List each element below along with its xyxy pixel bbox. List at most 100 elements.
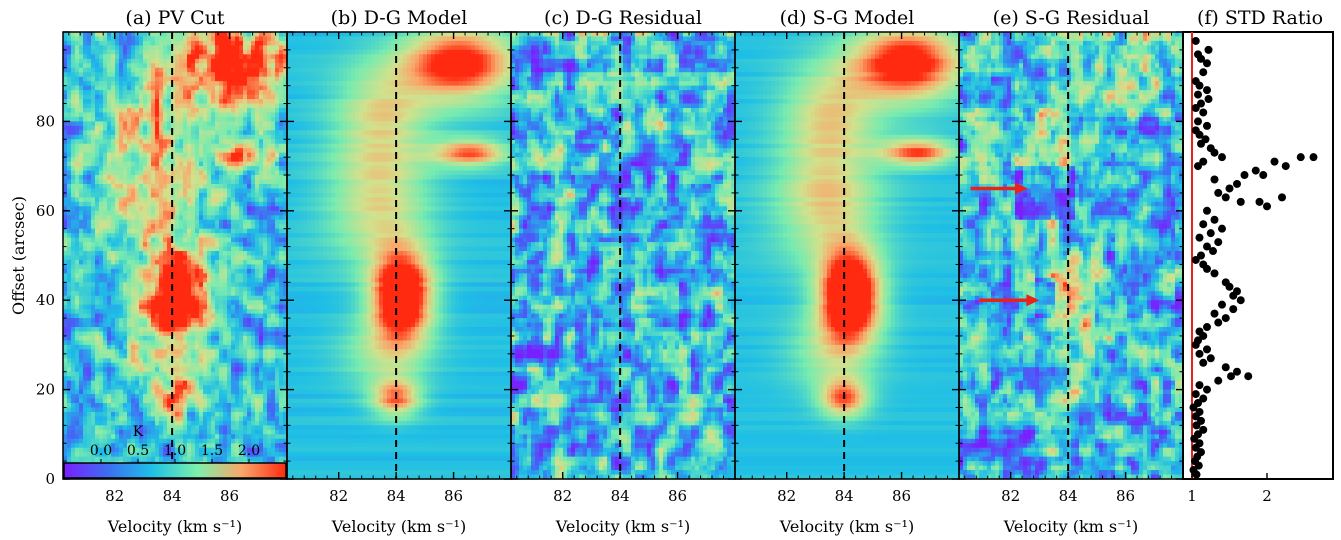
heatmap-cell xyxy=(203,36,208,42)
heatmap-cell xyxy=(83,112,88,118)
heatmap-cell xyxy=(259,300,264,306)
heatmap-cell xyxy=(195,67,200,73)
heatmap-cell xyxy=(107,99,112,105)
heatmap-cell xyxy=(283,371,288,377)
heatmap-cell xyxy=(91,322,96,328)
heatmap-cell xyxy=(283,161,288,167)
heatmap-cell xyxy=(267,335,272,342)
heatmap-cell xyxy=(99,116,104,122)
heatmap-cell xyxy=(187,304,192,310)
heatmap-cell xyxy=(263,67,268,73)
heatmap-cell xyxy=(247,197,252,203)
heatmap-cell xyxy=(167,237,172,243)
heatmap-cell xyxy=(271,206,276,212)
heatmap-cell xyxy=(179,94,184,100)
heatmap-cell xyxy=(203,125,208,131)
heatmap-cell xyxy=(191,300,196,306)
heatmap-cell xyxy=(267,425,272,431)
heatmap-cell xyxy=(79,362,84,368)
heatmap-cell xyxy=(211,327,216,333)
heatmap-cell xyxy=(167,313,172,319)
heatmap-cell xyxy=(263,76,268,82)
heatmap-cell xyxy=(211,251,216,257)
heatmap-cell xyxy=(95,259,100,266)
heatmap-cell xyxy=(151,179,156,185)
heatmap-cell xyxy=(247,121,252,127)
heatmap-cell xyxy=(151,90,156,96)
heatmap-cell xyxy=(235,398,240,404)
heatmap-cell xyxy=(195,407,200,413)
heatmap-cell xyxy=(195,170,200,176)
heatmap-cell xyxy=(131,318,136,324)
heatmap-cell xyxy=(131,125,136,131)
heatmap-cell xyxy=(139,358,144,364)
heatmap-cell xyxy=(151,367,156,373)
heatmap-cell xyxy=(99,389,104,395)
heatmap-cell xyxy=(243,268,248,274)
heatmap-cell xyxy=(123,416,128,422)
heatmap-cell xyxy=(87,385,92,391)
heatmap-cell xyxy=(135,385,140,391)
heatmap-cell xyxy=(67,331,72,337)
heatmap-cell xyxy=(187,197,192,203)
heatmap-cell xyxy=(71,125,76,131)
heatmap-cell xyxy=(279,353,284,359)
heatmap-cell xyxy=(215,170,220,176)
heatmap-cell xyxy=(135,45,140,51)
heatmap-cell xyxy=(83,63,88,69)
heatmap-cell xyxy=(271,116,276,122)
heatmap-cell xyxy=(123,116,128,122)
heatmap-cell xyxy=(155,152,160,158)
heatmap-cell xyxy=(63,58,68,64)
heatmap-cell xyxy=(75,112,80,118)
heatmap-cell xyxy=(159,242,164,248)
heatmap-cell xyxy=(235,380,240,386)
heatmap-cell xyxy=(111,358,116,364)
heatmap-cell xyxy=(175,367,180,373)
heatmap-cell xyxy=(115,175,120,181)
heatmap-cell xyxy=(203,81,208,87)
heatmap-cell xyxy=(187,228,192,234)
heatmap-cell xyxy=(195,228,200,234)
heatmap-cell xyxy=(239,273,244,279)
heatmap-cell xyxy=(235,259,240,266)
heatmap-cell xyxy=(223,157,228,163)
heatmap-cell xyxy=(67,380,72,386)
heatmap-cell xyxy=(67,237,72,243)
heatmap-cell xyxy=(143,201,148,207)
heatmap-cell xyxy=(87,40,92,47)
heatmap-cell xyxy=(211,36,216,42)
heatmap-cell xyxy=(247,152,252,158)
heatmap-cell xyxy=(67,40,72,47)
heatmap-cell xyxy=(203,327,208,333)
heatmap-cell xyxy=(231,291,236,297)
heatmap-cell xyxy=(207,389,212,395)
heatmap-cell xyxy=(135,335,140,342)
heatmap-cell xyxy=(195,99,200,105)
heatmap-cell xyxy=(239,134,244,140)
heatmap-cell xyxy=(63,291,68,297)
heatmap-cell xyxy=(263,259,268,266)
heatmap-cell xyxy=(219,389,224,395)
heatmap-cell xyxy=(135,255,140,261)
heatmap-cell xyxy=(187,161,192,167)
heatmap-cell xyxy=(279,228,284,234)
heatmap-cell xyxy=(175,81,180,87)
heatmap-cell xyxy=(175,125,180,131)
heatmap-cell xyxy=(275,90,280,96)
heatmap-cell xyxy=(251,58,256,64)
heatmap-cell xyxy=(91,335,96,342)
heatmap-cell xyxy=(175,148,180,154)
heatmap-cell xyxy=(267,143,272,149)
heatmap-cell xyxy=(75,233,80,239)
heatmap-cell xyxy=(187,99,192,105)
heatmap-cell xyxy=(279,322,284,328)
heatmap-cell xyxy=(99,32,104,38)
heatmap-cell xyxy=(231,295,236,301)
heatmap-cell xyxy=(139,116,144,122)
heatmap-cell xyxy=(199,166,204,172)
heatmap-cell xyxy=(123,166,128,172)
heatmap-cell xyxy=(227,94,232,100)
heatmap-cell xyxy=(223,300,228,306)
heatmap-cell xyxy=(183,380,188,386)
